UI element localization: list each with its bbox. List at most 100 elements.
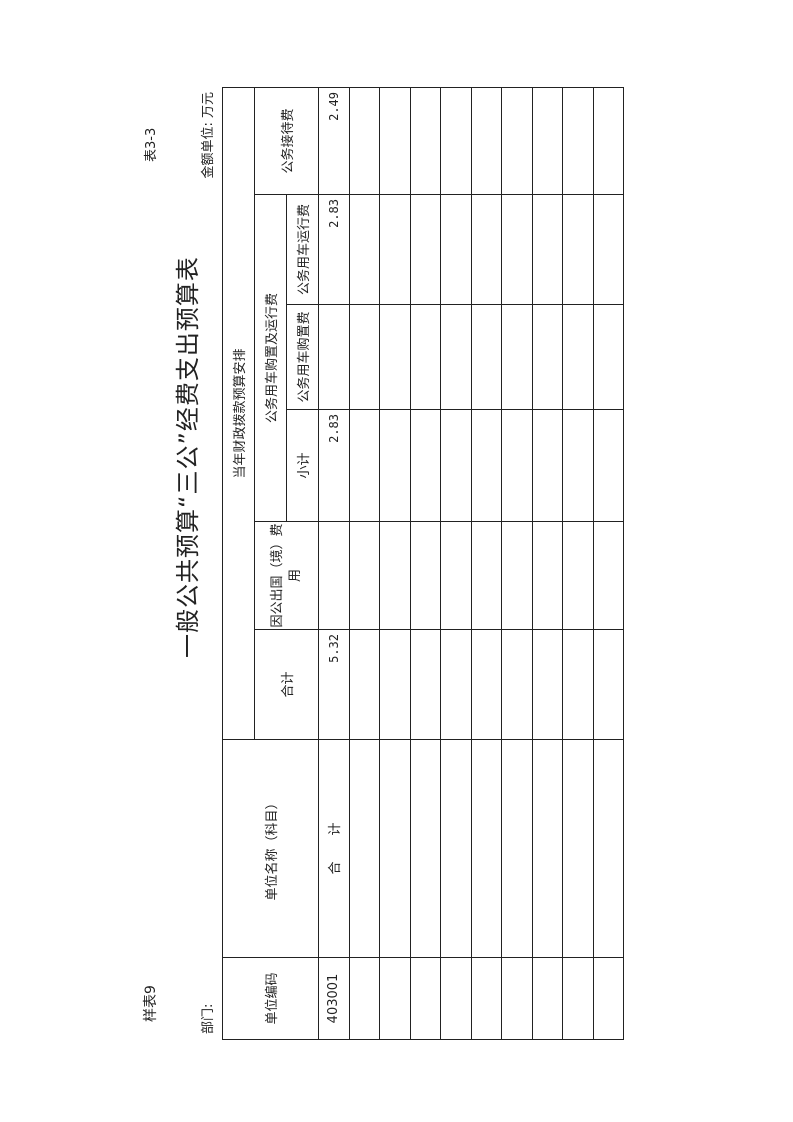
empty-cell: [349, 409, 380, 522]
empty-cell: [471, 194, 502, 305]
header-code: 单位编码: [222, 957, 319, 1040]
department-label: 部门:: [201, 1003, 216, 1034]
empty-cell: [410, 521, 441, 630]
cell-total: 5.32: [318, 629, 349, 740]
empty-cell: [562, 87, 593, 195]
empty-cell: [532, 304, 563, 410]
empty-table-row: [562, 87, 593, 1040]
empty-cell: [349, 87, 380, 195]
empty-cell: [379, 957, 410, 1040]
cell-name: 合 计: [318, 739, 349, 958]
empty-cell: [562, 521, 593, 630]
empty-cell: [471, 304, 502, 410]
empty-cell: [349, 957, 380, 1040]
empty-cell: [562, 629, 593, 740]
empty-cell: [410, 304, 441, 410]
empty-cell: [379, 194, 410, 305]
empty-cell: [562, 194, 593, 305]
empty-cell: [593, 194, 624, 305]
empty-cell: [501, 739, 532, 958]
empty-table-row: [440, 87, 471, 1040]
empty-cell: [501, 304, 532, 410]
empty-cell: [562, 957, 593, 1040]
empty-cell: [593, 739, 624, 958]
cell-abroad: [318, 521, 349, 630]
empty-table-row: [532, 87, 563, 1040]
empty-cell: [349, 304, 380, 410]
empty-cell: [593, 304, 624, 410]
empty-cell: [501, 521, 532, 630]
empty-cell: [471, 739, 502, 958]
cell-subtotal: 2.83: [318, 409, 349, 522]
header-name: 单位名称（科目）: [222, 739, 319, 958]
header-reception: 公务接待费: [254, 87, 319, 195]
cell-operation: 2.83: [318, 194, 349, 305]
empty-cell: [532, 629, 563, 740]
empty-cell: [410, 87, 441, 195]
header-operation: 公务用车运行费: [286, 194, 319, 305]
unit-label: 金额单位: 万元: [201, 92, 216, 179]
empty-cell: [440, 521, 471, 630]
empty-cell: [440, 304, 471, 410]
empty-table-row: [593, 87, 624, 1040]
empty-cell: [379, 521, 410, 630]
empty-cell: [379, 739, 410, 958]
header-total: 合计: [254, 629, 319, 740]
empty-cell: [440, 194, 471, 305]
empty-cell: [410, 194, 441, 305]
cell-reception: 2.49: [318, 87, 349, 195]
empty-cell: [349, 521, 380, 630]
empty-cell: [593, 957, 624, 1040]
empty-cell: [440, 87, 471, 195]
empty-table-row: [349, 87, 380, 1040]
empty-cell: [593, 409, 624, 522]
empty-cell: [440, 409, 471, 522]
empty-table-row: [379, 87, 410, 1040]
empty-cell: [440, 739, 471, 958]
empty-cell: [532, 194, 563, 305]
empty-cell: [532, 739, 563, 958]
empty-cell: [349, 194, 380, 305]
empty-cell: [471, 957, 502, 1040]
empty-cell: [349, 629, 380, 740]
empty-cell: [379, 304, 410, 410]
empty-cell: [471, 87, 502, 195]
empty-cell: [410, 629, 441, 740]
empty-cell: [379, 629, 410, 740]
table-number: 表3-3: [144, 127, 159, 162]
empty-cell: [471, 409, 502, 522]
empty-cell: [532, 957, 563, 1040]
budget-table: 单位编码 单位名称（科目） 当年财政拨款预算安排 合计 因公出国（境）费用 公务…: [222, 87, 624, 1040]
empty-cell: [410, 409, 441, 522]
page-title: 一般公共预算“三公”经费支出预算表: [174, 256, 202, 658]
empty-cell: [562, 304, 593, 410]
cell-code: 403001: [318, 957, 349, 1040]
empty-cell: [532, 409, 563, 522]
empty-cell: [593, 629, 624, 740]
empty-cell: [471, 629, 502, 740]
empty-cell: [532, 521, 563, 630]
empty-cell: [562, 739, 593, 958]
empty-cell: [379, 409, 410, 522]
empty-cell: [440, 957, 471, 1040]
empty-cell: [501, 409, 532, 522]
table-row: 403001 合 计 5.32 2.83 2.83 2.49: [318, 87, 349, 1040]
empty-cell: [410, 957, 441, 1040]
cell-purchase: [318, 304, 349, 410]
empty-cell: [501, 194, 532, 305]
empty-table-row: [471, 87, 502, 1040]
header-abroad: 因公出国（境）费用: [254, 521, 319, 630]
header-group: 当年财政拨款预算安排: [222, 87, 255, 740]
empty-cell: [410, 739, 441, 958]
empty-cell: [532, 87, 563, 195]
header-subtotal: 小计: [286, 409, 319, 522]
empty-table-row: [501, 87, 532, 1040]
header-purchase: 公务用车购置费: [286, 304, 319, 410]
empty-cell: [471, 521, 502, 630]
empty-cell: [562, 409, 593, 522]
header-vehicle: 公务用车购置及运行费: [254, 194, 287, 522]
empty-cell: [593, 521, 624, 630]
empty-cell: [501, 629, 532, 740]
empty-table-row: [410, 87, 441, 1040]
